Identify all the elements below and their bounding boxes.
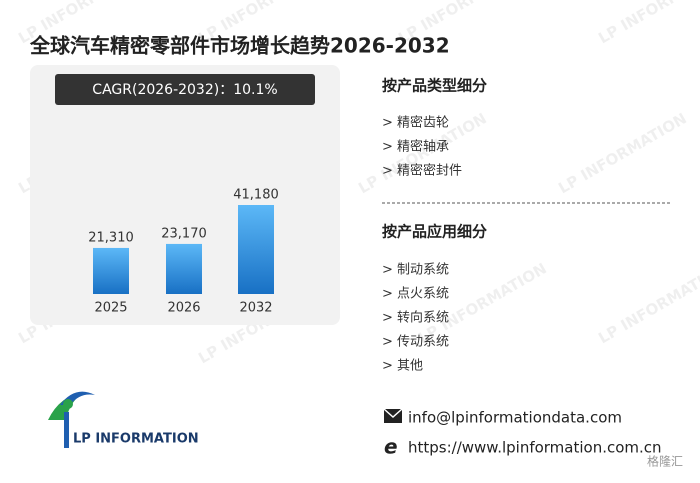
logo: LP INFORMATION [48,391,199,448]
segment-heading: 按产品应用细分 [382,223,487,241]
email: info@lpinformationdata.com [408,409,622,427]
x-tick-label: 2025 [94,301,127,316]
watermark: LP INFORMATION [555,109,690,197]
bar-chart: 21,310 2025 23,170 2026 41,180 2032 [88,188,279,316]
bar [166,243,202,294]
x-tick-label: 2026 [167,301,200,316]
page-title: 全球汽车精密零部件市场增长趋势2026-2032 [29,34,450,58]
corner-mark: 格隆汇 [647,454,683,469]
segment-item: > 精密密封件 [382,163,462,179]
x-tick-label: 2032 [239,301,272,316]
web-icon: e [384,435,398,459]
segment-item: > 其他 [382,359,423,374]
value-label: 21,310 [88,230,134,245]
logo-text: LP INFORMATION [73,432,199,447]
cagr-label: CAGR(2026-2032)：10.1% [92,82,277,98]
bar [93,247,129,294]
value-label: 41,180 [233,188,279,203]
value-label: 23,170 [161,226,207,241]
logo-bar [64,412,69,448]
cagr-box [55,74,315,105]
logo-dot [63,399,73,409]
segment-item: > 点火系统 [382,287,449,302]
watermark: LP INFORMATION [595,259,700,347]
segment-item: > 转向系统 [382,310,449,326]
segment-item: > 精密轴承 [382,139,449,155]
website: https://www.lpinformation.com.cn [408,439,662,457]
segment-heading: 按产品类型细分 [382,77,487,95]
email-icon-flap [383,408,403,419]
segment-item: > 精密齿轮 [382,115,449,131]
segment-item: > 制动系统 [382,263,449,278]
segment-item: > 传动系统 [382,335,449,350]
watermark: LP INFORMATION [595,0,700,47]
bar [238,205,274,294]
